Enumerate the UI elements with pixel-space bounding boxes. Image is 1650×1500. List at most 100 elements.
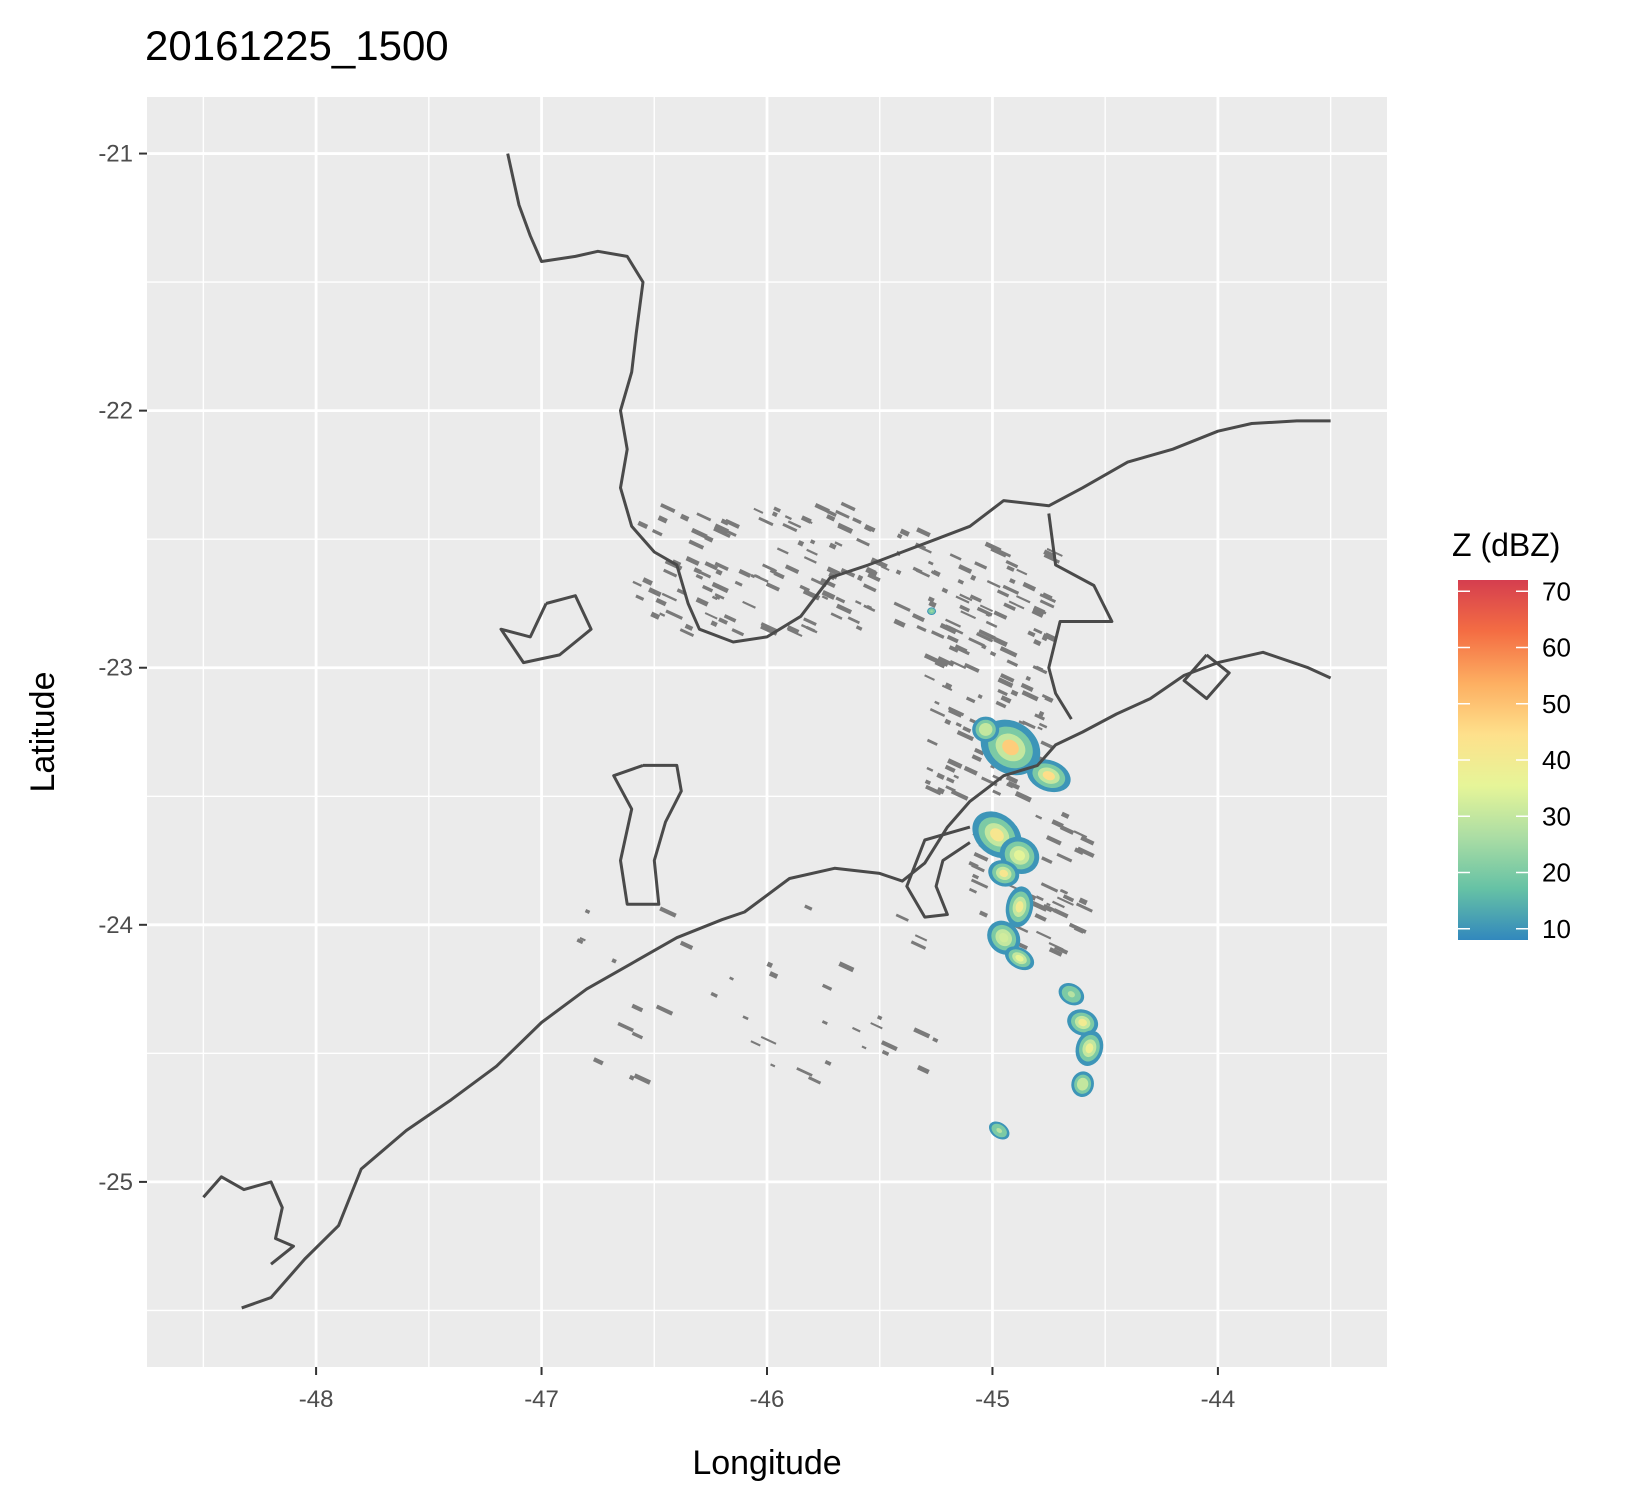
echo-1-84	[996, 589, 1010, 598]
echo-3-5	[1073, 830, 1088, 839]
border-line-3	[612, 763, 683, 906]
echo-3-6	[1078, 897, 1088, 906]
echo-1-6	[1033, 639, 1042, 647]
echo-3-14	[1035, 814, 1043, 820]
echo-0-45	[704, 535, 714, 543]
storm-cells	[927, 607, 1104, 1140]
echo-0-10	[758, 516, 774, 527]
echo-0-120	[864, 524, 876, 533]
echo-3-25	[1059, 825, 1075, 835]
echo-2-30	[628, 1074, 635, 1081]
echo-1-41	[950, 789, 969, 801]
echo-1-40	[1040, 740, 1054, 750]
echo-1-93	[925, 784, 942, 796]
storm-cell-9-ring-3	[1067, 991, 1075, 998]
echo-2-17	[870, 1022, 883, 1030]
border-line-6	[905, 825, 971, 919]
echo-1-111	[974, 561, 988, 570]
echo-1-148	[1042, 592, 1053, 600]
echo-1-132	[977, 694, 983, 699]
echo-1-138	[968, 637, 985, 648]
storm-cell-10	[1067, 1009, 1099, 1036]
echo-1-114	[923, 653, 942, 665]
echo-3-9	[971, 873, 980, 880]
echo-0-43	[657, 515, 668, 524]
echo-1-149	[944, 682, 953, 690]
echo-0-95	[688, 539, 705, 550]
y-tick-label-2: -23	[98, 655, 133, 682]
x-axis-title: Longitude	[692, 1444, 841, 1482]
echo-0-59	[896, 533, 903, 539]
echo-3-41	[1031, 900, 1048, 912]
echo-1-8	[1014, 790, 1032, 803]
echo-1-12	[997, 688, 1008, 697]
x-tick-label-1: -47	[524, 1386, 559, 1413]
y-axis-title: Latitude	[24, 672, 62, 793]
echo-2-4	[617, 1021, 634, 1033]
echo-0-126	[650, 611, 661, 620]
echo-1-140	[959, 604, 970, 613]
echo-2-13	[768, 971, 779, 979]
echo-1-50	[985, 620, 998, 628]
echo-3-28	[1041, 856, 1053, 865]
echo-2-31	[880, 1040, 898, 1052]
echo-2-21	[838, 961, 855, 973]
echo-2-23	[679, 940, 694, 951]
echo-1-117	[1003, 602, 1016, 611]
storm-cell-8-ring-3	[1015, 954, 1024, 962]
echo-1-126	[1002, 584, 1020, 595]
storm-cell-1	[1026, 759, 1071, 793]
echo-0-0	[821, 589, 836, 600]
legend-label-0: 70	[1542, 576, 1571, 606]
echo-1-42	[1021, 690, 1039, 702]
echo-1-87	[1005, 560, 1019, 569]
echo-0-96	[693, 567, 702, 575]
echo-1-14	[963, 765, 978, 776]
echo-0-125	[805, 625, 816, 633]
echo-1-22	[948, 707, 963, 718]
echo-1-32	[1039, 599, 1055, 609]
echo-1-129	[979, 634, 994, 643]
storm-cell-7-ring-3	[999, 932, 1009, 943]
echo-0-117	[835, 509, 850, 519]
storm-cell-12	[1071, 1071, 1094, 1098]
echo-0-105	[852, 517, 862, 525]
echo-1-109	[1000, 673, 1015, 683]
echo-1-121	[963, 662, 980, 673]
border-line-2	[499, 594, 593, 665]
border-line-1	[1047, 513, 1114, 720]
storm-cell-5	[988, 860, 1020, 887]
echo-3-48	[978, 910, 988, 918]
echo-0-61	[784, 515, 792, 521]
echo-1-89	[937, 659, 949, 667]
legend-label-3: 40	[1542, 745, 1571, 775]
echo-3-3	[1051, 819, 1064, 829]
echo-3-53	[1052, 900, 1065, 909]
echo-1-1	[992, 789, 1002, 796]
echo-0-118	[847, 616, 861, 625]
echo-0-12	[803, 617, 817, 627]
echo-2-6	[659, 906, 677, 918]
y-tick-label-3: -24	[98, 912, 133, 939]
echo-2-26	[881, 1049, 890, 1057]
echo-2-24	[750, 1040, 761, 1047]
echo-1-100	[1034, 713, 1046, 721]
echo-2-20	[796, 1067, 813, 1077]
echo-2-14	[631, 1031, 644, 1040]
echo-1-103	[928, 600, 937, 608]
echo-2-36	[821, 983, 833, 991]
echo-3-7	[1076, 846, 1095, 858]
echo-3-31	[1059, 888, 1068, 895]
echo-1-141	[1032, 665, 1048, 675]
echo-1-67	[976, 606, 993, 617]
echo-3-35	[1074, 847, 1085, 856]
echo-1-38	[1021, 720, 1036, 730]
echo-0-11	[787, 520, 802, 529]
echo-1-63	[1016, 568, 1028, 576]
echo-0-113	[679, 628, 695, 638]
echo-1-61	[929, 708, 946, 718]
echo-0-110	[911, 613, 925, 623]
echo-0-13	[835, 596, 846, 604]
echo-2-8	[592, 1057, 604, 1066]
echo-1-112	[1006, 782, 1014, 789]
